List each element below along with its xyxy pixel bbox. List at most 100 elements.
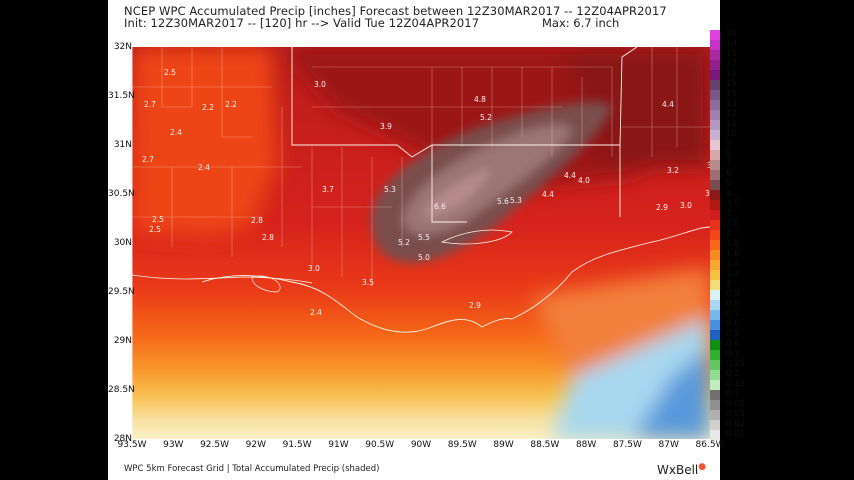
legend-swatch <box>710 220 720 230</box>
legend-label: 0.7 <box>726 309 740 319</box>
legend-swatch <box>710 330 720 340</box>
precip-value-label: 5.5 <box>418 233 430 242</box>
legend-label: 7 <box>726 159 732 169</box>
legend-swatch <box>710 60 720 70</box>
legend-swatch <box>710 310 720 320</box>
legend-swatch <box>710 260 720 270</box>
legend-swatch <box>710 180 720 190</box>
legend-label: 2.5 <box>726 219 740 229</box>
precip-value-label: 3.0 <box>680 201 692 210</box>
legend-label: 15 <box>726 79 737 89</box>
lon-tick: 89W <box>493 440 514 450</box>
legend-label: 0.15 <box>726 379 745 389</box>
legend-label: 4 <box>726 189 732 199</box>
lat-tick: 31.5N <box>108 91 135 101</box>
precip-value-label: 5.6 <box>497 197 509 206</box>
lat-tick: 30.5N <box>108 189 135 199</box>
precip-value-label: 3.0 <box>308 264 320 273</box>
lon-tick: 87.5W <box>612 440 642 450</box>
legend-label: 0.05 <box>726 409 745 419</box>
precip-value-label: 2.4 <box>170 128 182 137</box>
value-labels: 2.5 2.7 2.2 2.2 3.0 2.4 2.7 2.4 3.9 4.8 5.2 4.4 3.7 5… <box>142 68 710 317</box>
legend-label: 19 <box>726 39 737 49</box>
lat-tick: 32N <box>113 42 132 52</box>
legend-swatch <box>710 90 720 100</box>
precip-value-label: 5.0 <box>418 253 430 262</box>
legend-label: 0.2 <box>726 369 740 379</box>
legend-label: 13 <box>726 99 737 109</box>
legend-swatch <box>710 360 720 370</box>
brand-text: WxBell <box>657 463 699 477</box>
legend-swatch <box>710 280 720 290</box>
grand-lake <box>251 275 281 293</box>
precip-value-label: 5.2 <box>480 113 492 122</box>
legend-label: 0.3 <box>726 349 740 359</box>
precip-map-svg: 2.5 2.7 2.2 2.2 3.0 2.4 2.7 2.4 3.9 4.8 5.2 4.4 3.7 5… <box>132 47 710 439</box>
legend-swatch <box>710 270 720 280</box>
precip-value-label: 2.5 <box>152 215 164 224</box>
legend-label: 11 <box>726 119 737 129</box>
legend-swatch <box>710 80 720 90</box>
lon-tick: 91W <box>328 440 349 450</box>
lat-tick: 29.5N <box>108 287 135 297</box>
legend-label: 0.9 <box>726 289 740 299</box>
precip-value-label: 3.2 <box>667 166 679 175</box>
precip-value-label: 2.8 <box>262 233 274 242</box>
legend-label: 0.8 <box>726 299 740 309</box>
legend-label: 20 <box>726 29 737 39</box>
legend-swatch <box>710 350 720 360</box>
precip-value-label: 4.0 <box>578 176 590 185</box>
lon-tick: 86.5W <box>695 440 725 450</box>
legend-swatch <box>710 240 720 250</box>
legend-label: 3 <box>726 209 732 219</box>
precip-value-label: 6.6 <box>434 202 446 211</box>
precip-value-label: 2.4 <box>310 308 322 317</box>
precip-value-label: 2.5 <box>149 225 161 234</box>
lon-tick: 88W <box>575 440 597 450</box>
precip-map: 2.5 2.7 2.2 2.2 3.0 2.4 2.7 2.4 3.9 4.8 5.2 4.4 3.7 5… <box>132 47 710 439</box>
legend-label: 18 <box>726 49 737 59</box>
legend-label: 14 <box>726 89 737 99</box>
legend-swatch <box>710 70 720 80</box>
lon-tick: 90W <box>410 440 432 450</box>
wxbell-logo: WxBell● <box>657 462 706 477</box>
legend-label: 2 <box>726 229 732 239</box>
legend-swatch <box>710 250 720 260</box>
precip-value-label: 3.7 <box>322 185 334 194</box>
legend-swatch <box>710 130 720 140</box>
precip-value-label: 3.1 <box>707 161 710 170</box>
legend-swatch <box>710 400 720 410</box>
footer-caption: WPC 5km Forecast Grid | Total Accumulate… <box>124 464 380 474</box>
lon-tick: 93W <box>163 440 184 450</box>
legend-swatch <box>710 420 720 430</box>
county-lines <box>132 47 710 287</box>
precip-value-label: 3.0 <box>314 80 326 89</box>
legend-swatch <box>710 140 720 150</box>
logo-dot-icon: ● <box>698 462 707 472</box>
legend-label: 10 <box>726 129 737 139</box>
legend-label: 1.2 <box>726 269 740 279</box>
lon-tick: 90.5W <box>365 440 395 450</box>
legend-label: 9 <box>726 139 732 149</box>
legend-swatch <box>710 390 720 400</box>
lat-tick: 29N <box>113 336 132 346</box>
legend-swatch <box>710 190 720 200</box>
lon-tick: 88.5W <box>530 440 560 450</box>
state-borders <box>132 47 638 439</box>
precip-value-label: 4.4 <box>662 100 674 109</box>
legend-label: 0.4 <box>726 339 740 349</box>
precip-value-label: 2.9 <box>656 203 668 212</box>
precip-value-label: 2.2 <box>202 103 214 112</box>
legend-swatch <box>710 410 720 420</box>
lon-tick: 89.5W <box>447 440 477 450</box>
legend-swatch <box>710 120 720 130</box>
max-label: Max: 6.7 inch <box>542 16 620 30</box>
legend-swatch <box>710 100 720 110</box>
precip-value-label: 2.8 <box>251 216 263 225</box>
legend-swatch <box>710 150 720 160</box>
lon-tick: 92.5W <box>200 440 230 450</box>
precip-value-label: 5.3 <box>384 185 396 194</box>
legend-label: 0.5 <box>726 329 740 339</box>
legend-swatch <box>710 30 720 40</box>
lon-tick: 92W <box>245 440 267 450</box>
